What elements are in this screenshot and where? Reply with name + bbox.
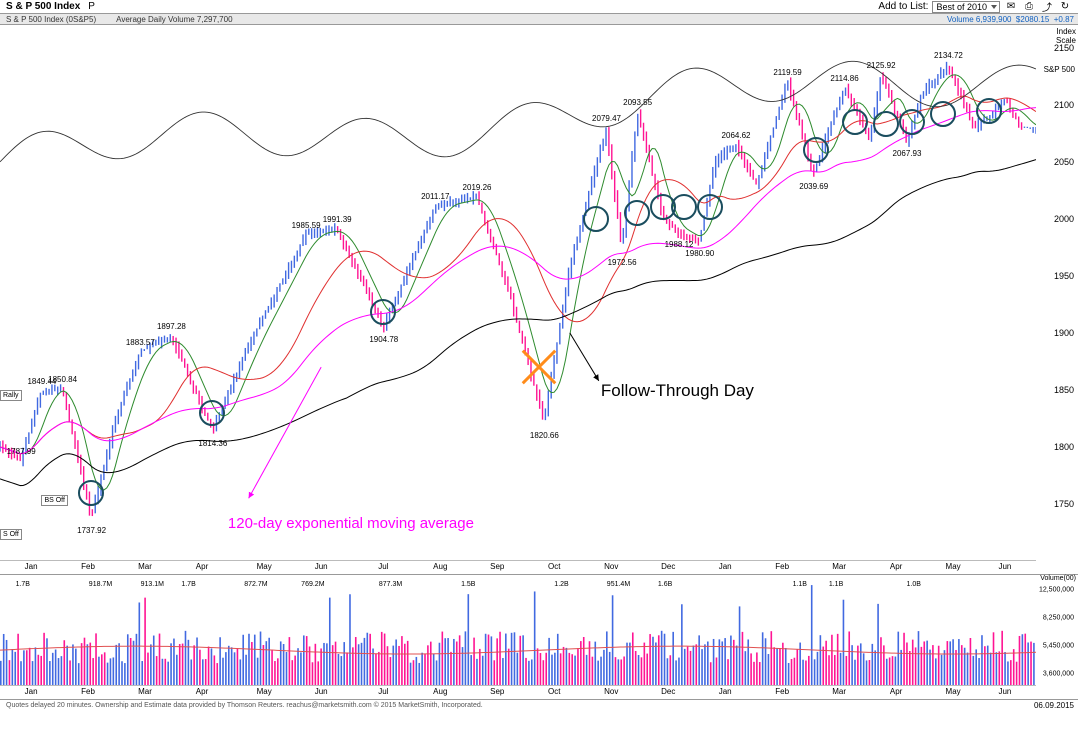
circle-annotation [697, 194, 723, 220]
volume-peak-label: 769.2M [301, 581, 324, 588]
chart-title: S & P 500 Index [6, 1, 80, 12]
volume-peak-label: 877.3M [379, 581, 402, 588]
add-to-list-label: Add to List: [878, 1, 928, 12]
volume-peak-label: 872.7M [244, 581, 267, 588]
circle-annotation [78, 480, 104, 506]
price-point-label: 1904.78 [369, 335, 398, 344]
chart-header: S & P 500 Index P Add to List: Best of 2… [0, 0, 1078, 14]
ticker: S & P 500 Index (0S&P5) [6, 15, 96, 24]
export-icon[interactable]: ⤴ [1040, 1, 1054, 13]
price-point-label: 2039.69 [799, 182, 828, 191]
price-point-label: 2119.59 [773, 68, 801, 77]
dropdown-value: Best of 2010 [936, 2, 987, 12]
chart-subheader: S & P 500 Index (0S&P5) Average Daily Vo… [0, 14, 1078, 25]
mail-icon[interactable]: ✉ [1004, 1, 1018, 13]
price-point-label: 1850.84 [48, 375, 77, 384]
footer-date: 06.09.2015 [1034, 701, 1074, 710]
circle-annotation [873, 111, 899, 137]
price-chart[interactable]: IndexScale 1787.991849.441850.841737.921… [0, 25, 1078, 575]
x-mark [516, 344, 562, 390]
price-point-label: 2125.92 [867, 61, 896, 70]
price-point-label: 1737.92 [77, 526, 106, 535]
circle-annotation [199, 400, 225, 426]
footer-text: Quotes delayed 20 minutes. Ownership and… [6, 702, 483, 709]
price-point-label: 1820.66 [530, 431, 559, 440]
print-icon[interactable]: ⎙ [1022, 1, 1036, 13]
volume-peak-label: 1.2B [554, 581, 568, 588]
status-box: BS Off [41, 495, 68, 506]
circle-annotation [899, 109, 925, 135]
flag-icon: P [88, 1, 95, 12]
price-point-label: 2064.62 [722, 131, 751, 140]
volume-axis-label: Volume(00) [1040, 575, 1076, 582]
circle-annotation [976, 98, 1002, 124]
price-point-label: 2093.55 [623, 98, 652, 107]
volume-y-axis: Volume(00) 12,500,0008,250,0005,450,0003… [1036, 575, 1078, 685]
price-point-label: 1980.90 [685, 249, 714, 258]
price-point-label: 1883.57 [126, 338, 155, 347]
volume-x-axis: JanFebMarAprMayJunJulAugSepOctNovDecJanF… [0, 685, 1036, 699]
follow-through-label: Follow-Through Day [601, 381, 754, 401]
price-point-label: 2067.93 [893, 149, 922, 158]
price-canvas: 1787.991849.441850.841737.921883.571897.… [0, 25, 1036, 560]
price-point-label: 2011.17 [421, 192, 449, 201]
status-box: S Off [0, 529, 22, 540]
price-point-label: 2019.26 [463, 183, 492, 192]
x-axis: JanFebMarAprMayJunJulAugSepOctNovDecJanF… [0, 560, 1036, 574]
volume-peak-label: 1.7B [16, 581, 30, 588]
price-point-label: 2114.86 [830, 74, 858, 83]
volume-peak-label: 1.5B [461, 581, 475, 588]
price-point-label: 1991.39 [323, 215, 352, 224]
volume-peak-label: 918.7M [89, 581, 112, 588]
circle-annotation [930, 101, 956, 127]
volume-peak-label: 951.4M [607, 581, 630, 588]
list-dropdown[interactable]: Best of 2010 [932, 1, 1000, 13]
refresh-icon[interactable]: ↻ [1058, 1, 1072, 13]
volume-peak-label: 1.6B [658, 581, 672, 588]
volume-peak-label: 1.7B [181, 581, 195, 588]
volume-peak-label: 1.0B [907, 581, 921, 588]
volume-peak-label: 1.1B [793, 581, 807, 588]
price-point-label: 2134.72 [934, 51, 963, 60]
quote-info: Volume 6,939,900 $2080.15 +0.87 [947, 15, 1074, 24]
y-axis: S&P 500 17501800185019001950200020502100… [1036, 25, 1078, 560]
price-point-label: 1814.36 [198, 439, 227, 448]
price-point-label: 1985.59 [292, 221, 321, 230]
price-point-label: 1972.56 [608, 258, 637, 267]
circle-annotation [583, 206, 609, 232]
volume-canvas: 1.7B 918.7M 913.1M 1.7B 872.7M 769.2M 877.3M 1.… [0, 575, 1036, 685]
circle-annotation [842, 109, 868, 135]
price-point-label: 2079.47 [592, 114, 621, 123]
status-box: Rally [0, 390, 22, 401]
volume-peak-label: 1.1B [829, 581, 843, 588]
chart-footer: Quotes delayed 20 minutes. Ownership and… [0, 700, 1078, 711]
volume-peak-label: 913.1M [141, 581, 164, 588]
series-label: S&P 500 [1044, 65, 1075, 74]
volume-chart[interactable]: 1.7B 918.7M 913.1M 1.7B 872.7M 769.2M 877.3M 1.… [0, 575, 1078, 700]
price-point-label: 1897.28 [157, 322, 186, 331]
avg-volume: Average Daily Volume 7,297,700 [116, 15, 232, 24]
ema-label: 120-day exponential moving average [228, 515, 474, 532]
price-point-label: 1787.99 [7, 447, 36, 456]
